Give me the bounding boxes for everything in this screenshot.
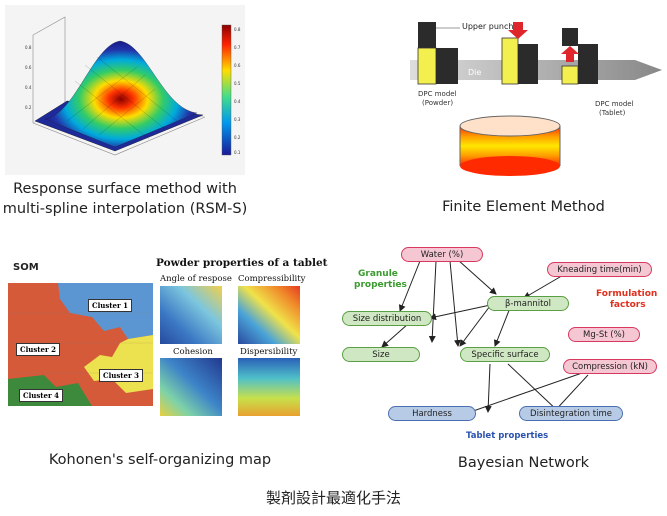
rsm-panel: 0.8 0.6 0.4 0.2 0.8 0.7 0.6 0.5 0.4 0.3 0.2 0.1 xyxy=(5,5,245,175)
node-size-distribution: Size distribution xyxy=(342,311,432,326)
powder-properties-title: Powder properties of a tablet xyxy=(156,257,328,269)
fem-diagram xyxy=(410,22,662,176)
node-hardness: Hardness xyxy=(388,406,476,421)
map-label-cohesion: Cohesion xyxy=(173,347,213,357)
fem-panel xyxy=(380,8,665,188)
node-mannitol: β-mannitol xyxy=(487,296,569,311)
node-size: Size xyxy=(342,347,420,362)
dpc-tablet-label-2: (Tablet) xyxy=(599,109,626,117)
formulation-factors-label-2: factors xyxy=(610,300,646,310)
svg-text:0.2: 0.2 xyxy=(234,135,241,140)
svg-text:0.6: 0.6 xyxy=(25,65,32,70)
node-disintegration-time: Disintegration time xyxy=(519,406,623,421)
svg-text:0.7: 0.7 xyxy=(234,45,241,50)
cluster-4-label: Cluster 4 xyxy=(19,389,63,402)
som-title: SOM xyxy=(13,262,39,273)
svg-text:0.8: 0.8 xyxy=(234,27,241,32)
node-specific-surface: Specific surface xyxy=(460,347,550,362)
svg-text:0.3: 0.3 xyxy=(234,117,241,122)
cluster-1-label: Cluster 1 xyxy=(88,299,132,312)
svg-text:0.5: 0.5 xyxy=(234,81,241,86)
rsm-caption-line1: Response surface method with xyxy=(13,181,237,197)
granule-properties-label-2: properties xyxy=(354,280,407,290)
tablet-properties-label: Tablet properties xyxy=(466,431,549,441)
rsm-surface-plot: 0.8 0.6 0.4 0.2 0.8 0.7 0.6 0.5 0.4 0.3 0.2 0.1 xyxy=(25,16,241,156)
map-label-angle: Angle of respose xyxy=(160,274,232,284)
upper-punch-label: Upper punch xyxy=(462,22,514,31)
svg-text:0.1: 0.1 xyxy=(234,150,241,155)
rsm-caption-line2: multi-spline interpolation (RSM-S) xyxy=(2,201,248,217)
fem-caption: Finite Element Method xyxy=(442,199,605,215)
node-compression: Compression (kN) xyxy=(563,359,657,374)
cluster-2-label: Cluster 2 xyxy=(16,343,60,356)
bayes-caption: Bayesian Network xyxy=(457,455,590,471)
map-label-compressibility: Compressibility xyxy=(238,274,306,284)
som-component-maps xyxy=(160,286,300,416)
dpc-powder-label-1: DPC model xyxy=(418,90,457,98)
svg-text:0.6: 0.6 xyxy=(234,63,241,68)
map-label-dispersibility: Dispersibility xyxy=(240,347,298,357)
formulation-factors-label-1: Formulation xyxy=(596,289,658,299)
cluster-3-label: Cluster 3 xyxy=(99,369,143,382)
dpc-tablet-label-1: DPC model xyxy=(595,100,634,108)
svg-text:0.2: 0.2 xyxy=(25,105,32,110)
die-label: Die xyxy=(468,68,482,77)
node-water: Water (%) xyxy=(401,247,483,262)
footer-title: 製剤設計最適化手法 xyxy=(265,489,401,507)
svg-text:0.4: 0.4 xyxy=(234,99,241,104)
svg-text:0.8: 0.8 xyxy=(25,45,32,50)
som-caption: Kohonen's self-organizing map xyxy=(48,452,272,468)
node-mg-st: Mg-St (%) xyxy=(568,327,640,342)
svg-text:0.4: 0.4 xyxy=(25,85,32,90)
granule-properties-label-1: Granule xyxy=(358,269,398,279)
node-kneading-time: Kneading time(min) xyxy=(547,262,652,277)
bayes-edges xyxy=(381,259,589,419)
dpc-powder-label-2: (Powder) xyxy=(422,99,454,107)
